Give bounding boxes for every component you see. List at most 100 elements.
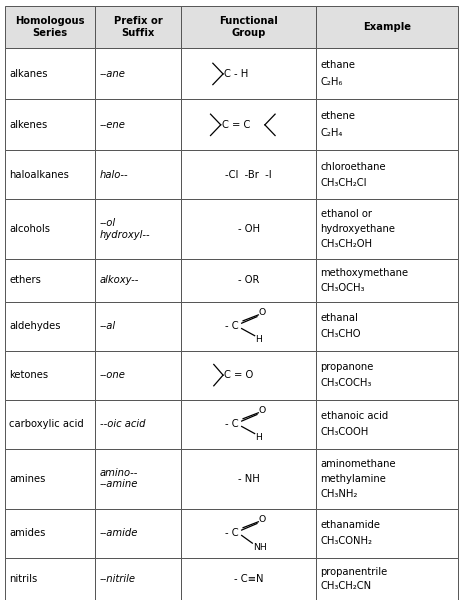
- Text: --one: --one: [100, 370, 126, 380]
- Bar: [181, 48, 316, 99]
- Bar: [95, 399, 181, 448]
- Bar: [181, 399, 316, 448]
- Text: O: O: [258, 406, 265, 415]
- Text: ethanol or: ethanol or: [320, 209, 372, 219]
- Bar: [95, 259, 181, 302]
- Text: C = O: C = O: [225, 370, 254, 380]
- Bar: [95, 150, 181, 199]
- Text: - C: - C: [226, 419, 239, 429]
- Bar: [5, 302, 95, 351]
- Bar: [316, 99, 457, 150]
- Text: ketones: ketones: [9, 370, 48, 380]
- Text: ethanamide: ethanamide: [320, 520, 381, 530]
- Text: aldehydes: aldehydes: [9, 321, 61, 331]
- Bar: [95, 99, 181, 150]
- Bar: [181, 448, 316, 508]
- Bar: [5, 99, 95, 150]
- Bar: [95, 558, 181, 600]
- Text: Example: Example: [363, 22, 411, 32]
- Text: - NH: - NH: [238, 473, 259, 484]
- Text: Homologous
Series: Homologous Series: [15, 16, 85, 38]
- Text: O: O: [258, 308, 265, 317]
- Text: aminomethane: aminomethane: [320, 459, 396, 468]
- Text: - OH: - OH: [237, 224, 260, 235]
- Text: --ene: --ene: [100, 120, 126, 130]
- Text: CH₃CH₂CN: CH₃CH₂CN: [320, 581, 372, 591]
- Text: alcohols: alcohols: [9, 224, 50, 235]
- Text: CH₃CONH₂: CH₃CONH₂: [320, 536, 373, 546]
- Text: propanentrile: propanentrile: [320, 567, 388, 577]
- Bar: [95, 351, 181, 399]
- Bar: [95, 48, 181, 99]
- Text: methylamine: methylamine: [320, 473, 386, 484]
- Text: CH₃CH₂OH: CH₃CH₂OH: [320, 239, 373, 249]
- Bar: [5, 508, 95, 558]
- Bar: [95, 6, 181, 48]
- Bar: [95, 199, 181, 259]
- Bar: [316, 199, 457, 259]
- Bar: [5, 48, 95, 99]
- Text: Prefix or
Suffix: Prefix or Suffix: [114, 16, 163, 38]
- Text: propanone: propanone: [320, 362, 374, 372]
- Text: - OR: - OR: [238, 276, 259, 285]
- Text: haloalkanes: haloalkanes: [9, 170, 69, 180]
- Bar: [5, 150, 95, 199]
- Bar: [95, 302, 181, 351]
- Bar: [5, 351, 95, 399]
- Text: C - H: C - H: [225, 69, 249, 79]
- Text: ethanoic acid: ethanoic acid: [320, 411, 388, 421]
- Text: --ane: --ane: [100, 69, 126, 79]
- Bar: [5, 199, 95, 259]
- Bar: [5, 6, 95, 48]
- Text: H: H: [255, 433, 263, 442]
- Text: hydroxyethane: hydroxyethane: [320, 224, 396, 235]
- Text: CH₃CH₂Cl: CH₃CH₂Cl: [320, 178, 367, 188]
- Bar: [181, 508, 316, 558]
- Text: --amide: --amide: [100, 528, 138, 538]
- Text: alkanes: alkanes: [9, 69, 48, 79]
- Bar: [316, 150, 457, 199]
- Text: C₂H₆: C₂H₆: [320, 78, 343, 87]
- Bar: [95, 508, 181, 558]
- Text: chloroethane: chloroethane: [320, 162, 386, 171]
- Bar: [316, 351, 457, 399]
- Text: methoxymethane: methoxymethane: [320, 268, 409, 278]
- Bar: [316, 558, 457, 600]
- Bar: [181, 302, 316, 351]
- Text: - C: - C: [226, 321, 239, 331]
- Text: -Cl  -Br  -I: -Cl -Br -I: [225, 170, 272, 180]
- Text: - C: - C: [226, 528, 239, 538]
- Text: - C≡N: - C≡N: [234, 574, 264, 584]
- Text: NH: NH: [253, 544, 267, 553]
- Text: ethene: ethene: [320, 112, 356, 121]
- Bar: [316, 399, 457, 448]
- Bar: [5, 399, 95, 448]
- Text: CH₃COCH₃: CH₃COCH₃: [320, 378, 372, 388]
- Bar: [5, 448, 95, 508]
- Text: --al: --al: [100, 321, 116, 331]
- Bar: [5, 558, 95, 600]
- Bar: [316, 508, 457, 558]
- Text: alkoxy--: alkoxy--: [100, 276, 139, 285]
- Text: H: H: [255, 335, 263, 344]
- Text: amides: amides: [9, 528, 46, 538]
- Text: --ol
hydroxyl--: --ol hydroxyl--: [100, 218, 151, 240]
- Text: --oic acid: --oic acid: [100, 419, 146, 429]
- Bar: [5, 259, 95, 302]
- Text: ethane: ethane: [320, 61, 356, 70]
- Bar: [316, 302, 457, 351]
- Bar: [181, 351, 316, 399]
- Text: ethanal: ethanal: [320, 313, 358, 323]
- Text: amines: amines: [9, 473, 46, 484]
- Bar: [181, 199, 316, 259]
- Text: CH₃NH₂: CH₃NH₂: [320, 488, 358, 499]
- Text: Functional
Group: Functional Group: [219, 16, 278, 38]
- Bar: [95, 448, 181, 508]
- Text: amino--
--amine: amino-- --amine: [100, 468, 138, 490]
- Bar: [316, 259, 457, 302]
- Text: halo--: halo--: [100, 170, 128, 180]
- Bar: [181, 6, 316, 48]
- Text: --nitrile: --nitrile: [100, 574, 136, 584]
- Text: carboxylic acid: carboxylic acid: [9, 419, 84, 429]
- Bar: [316, 48, 457, 99]
